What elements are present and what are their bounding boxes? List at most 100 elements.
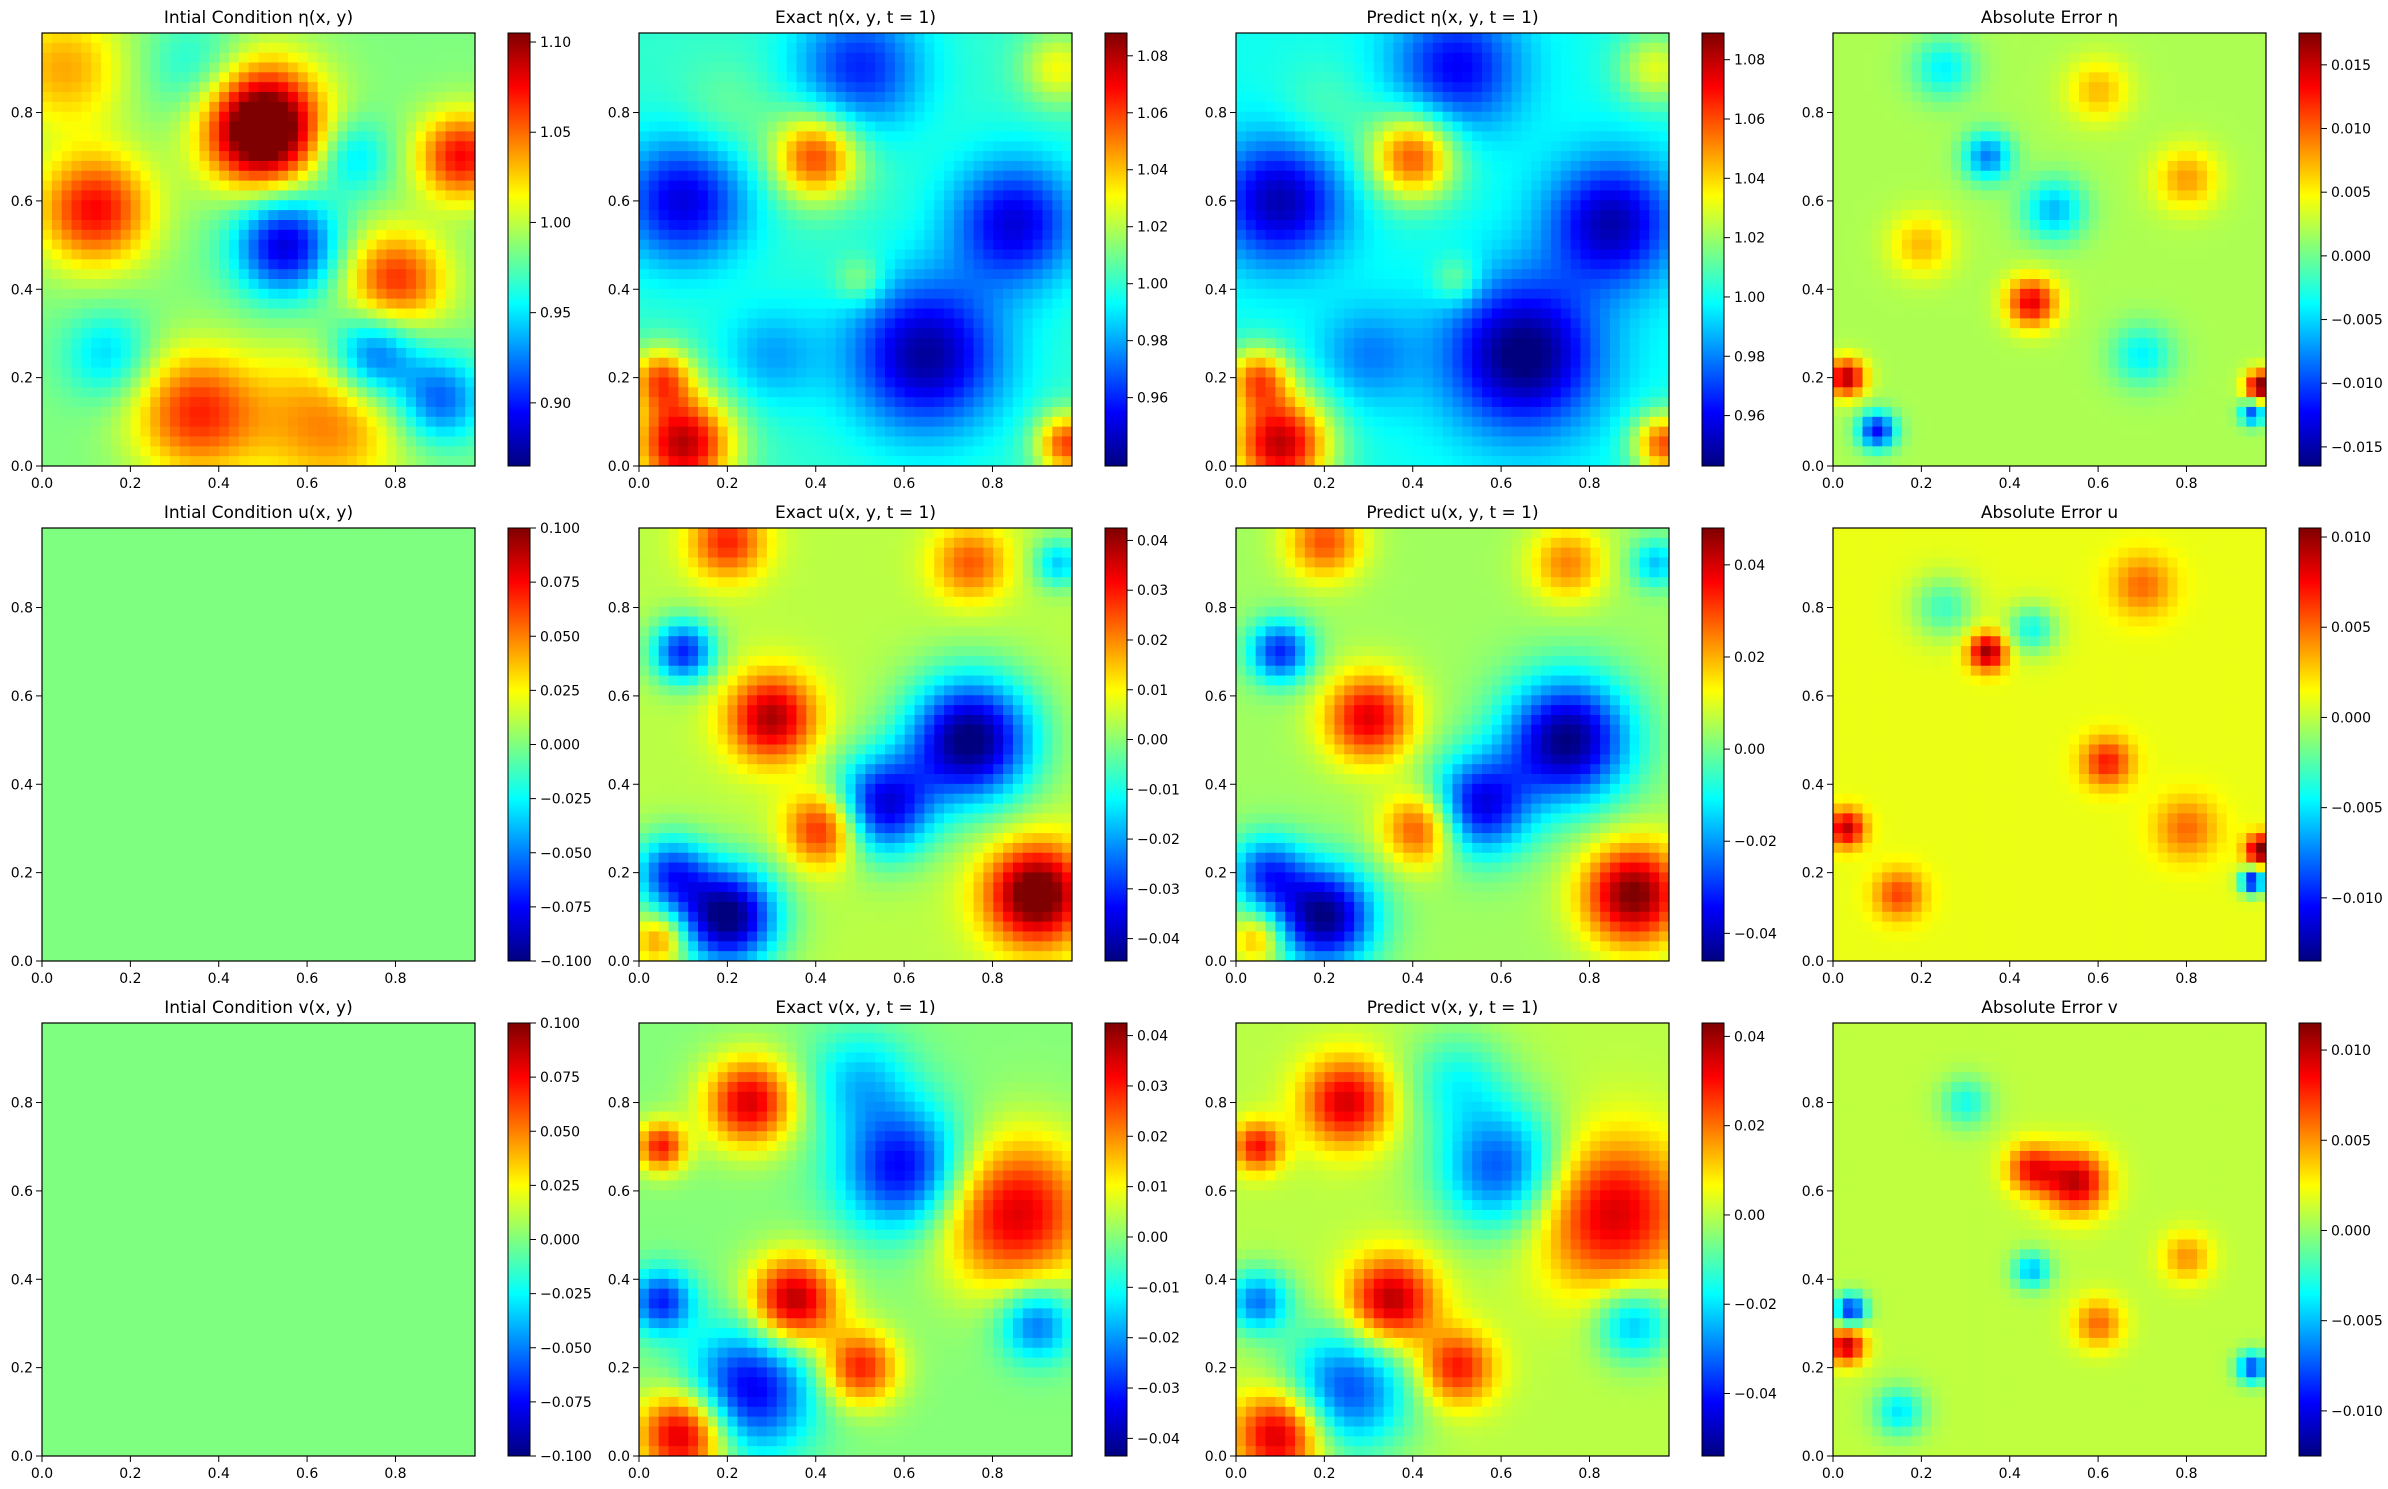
heatmap-cell <box>766 436 778 448</box>
heatmap-cell <box>1314 259 1326 270</box>
heatmap-cell <box>425 219 437 231</box>
heatmap-cell <box>875 456 886 466</box>
heatmap-cell <box>904 210 916 221</box>
heatmap-cell <box>81 200 92 211</box>
heatmap-cell <box>465 456 475 466</box>
heatmap-cell <box>707 62 719 74</box>
heatmap-cell <box>865 426 876 438</box>
heatmap-cell <box>658 82 670 93</box>
heatmap-cell <box>963 229 975 241</box>
x-tick-label: 0.6 <box>893 476 915 492</box>
heatmap-cell <box>1373 200 1385 211</box>
heatmap-cell <box>61 318 73 330</box>
heatmap-cell <box>169 33 181 44</box>
heatmap-cell <box>42 357 53 369</box>
heatmap-cell <box>983 72 995 83</box>
heatmap-cell <box>737 436 749 448</box>
heatmap-cell <box>209 318 220 330</box>
heatmap-cell <box>737 328 749 339</box>
heatmap-cell <box>425 446 437 457</box>
heatmap-cell <box>845 318 857 330</box>
heatmap-cell <box>1609 121 1621 133</box>
heatmap-cell <box>668 170 680 182</box>
heatmap-cell <box>1373 160 1385 172</box>
heatmap-cell <box>1344 239 1355 251</box>
heatmap-cell <box>327 229 339 241</box>
heatmap-cell <box>648 288 660 300</box>
heatmap-cell <box>1363 219 1375 231</box>
heatmap-cell <box>425 456 437 466</box>
heatmap-cell <box>904 249 916 261</box>
heatmap-cell <box>258 288 270 300</box>
heatmap-cell <box>219 367 230 379</box>
heatmap-cell <box>386 249 398 261</box>
heatmap-cell <box>101 62 112 74</box>
heatmap-cell <box>376 347 388 359</box>
heatmap-cell <box>1032 82 1044 93</box>
heatmap-cell <box>924 249 936 261</box>
heatmap-cell <box>1491 180 1503 192</box>
heatmap-cell <box>904 347 916 359</box>
heatmap-cell <box>238 436 250 448</box>
heatmap-cell <box>944 308 955 320</box>
heatmap-cell <box>1295 131 1306 143</box>
heatmap-cell <box>737 347 749 359</box>
heatmap-cell <box>327 338 339 349</box>
heatmap-cell <box>668 446 680 457</box>
heatmap-cell <box>228 347 240 359</box>
heatmap-cell <box>737 92 749 103</box>
heatmap-cell <box>209 249 220 261</box>
heatmap-cell <box>1619 151 1631 162</box>
heatmap-cell <box>465 318 475 330</box>
heatmap-cell <box>1472 121 1483 133</box>
heatmap-cell <box>1432 219 1444 231</box>
heatmap-cell <box>944 92 955 103</box>
heatmap-cell <box>1521 180 1533 192</box>
heatmap-cell <box>435 436 447 448</box>
heatmap-cell <box>885 72 896 83</box>
heatmap-cell <box>1609 111 1621 123</box>
heatmap-cell <box>445 357 457 369</box>
heatmap-cell <box>806 42 817 54</box>
heatmap-cell <box>51 416 63 428</box>
heatmap-cell <box>1422 121 1434 133</box>
heatmap-cell <box>258 82 270 93</box>
heatmap-cell <box>757 151 768 162</box>
heatmap-cell <box>189 82 201 93</box>
heatmap-cell <box>140 436 152 448</box>
heatmap-cell <box>1373 111 1385 123</box>
heatmap-cell <box>415 92 427 103</box>
heatmap-cell <box>1032 101 1044 113</box>
heatmap-cell <box>1255 82 1267 93</box>
heatmap-cell <box>366 406 378 418</box>
heatmap-cell <box>737 446 749 457</box>
heatmap-cell <box>169 406 181 418</box>
heatmap-cell <box>707 111 719 123</box>
heatmap-cell <box>1003 406 1014 418</box>
heatmap-cell <box>924 92 936 103</box>
heatmap-cell <box>425 200 437 211</box>
heatmap-cell <box>747 347 758 359</box>
heatmap-cell <box>238 111 250 123</box>
heatmap-cell <box>81 92 92 103</box>
heatmap-cell <box>1413 180 1424 192</box>
heatmap-cell <box>658 111 670 123</box>
heatmap-cell <box>885 151 896 162</box>
heatmap-cell <box>297 42 309 54</box>
heatmap-cell <box>42 219 53 231</box>
heatmap-cell <box>766 347 778 359</box>
heatmap-cell <box>386 259 398 270</box>
heatmap-cell <box>288 229 299 241</box>
heatmap-cell <box>963 219 975 231</box>
heatmap-cell <box>904 328 916 339</box>
x-tick-label: 0.6 <box>296 476 318 492</box>
heatmap-cell <box>179 446 191 457</box>
heatmap-cell <box>963 82 975 93</box>
heatmap-cell <box>1560 160 1572 172</box>
heatmap-cell <box>258 121 270 133</box>
heatmap-cell <box>678 298 689 310</box>
heatmap-cell <box>1403 52 1414 64</box>
heatmap-cell <box>386 426 398 438</box>
heatmap-cell <box>169 347 181 359</box>
heatmap-cell <box>1452 42 1464 54</box>
